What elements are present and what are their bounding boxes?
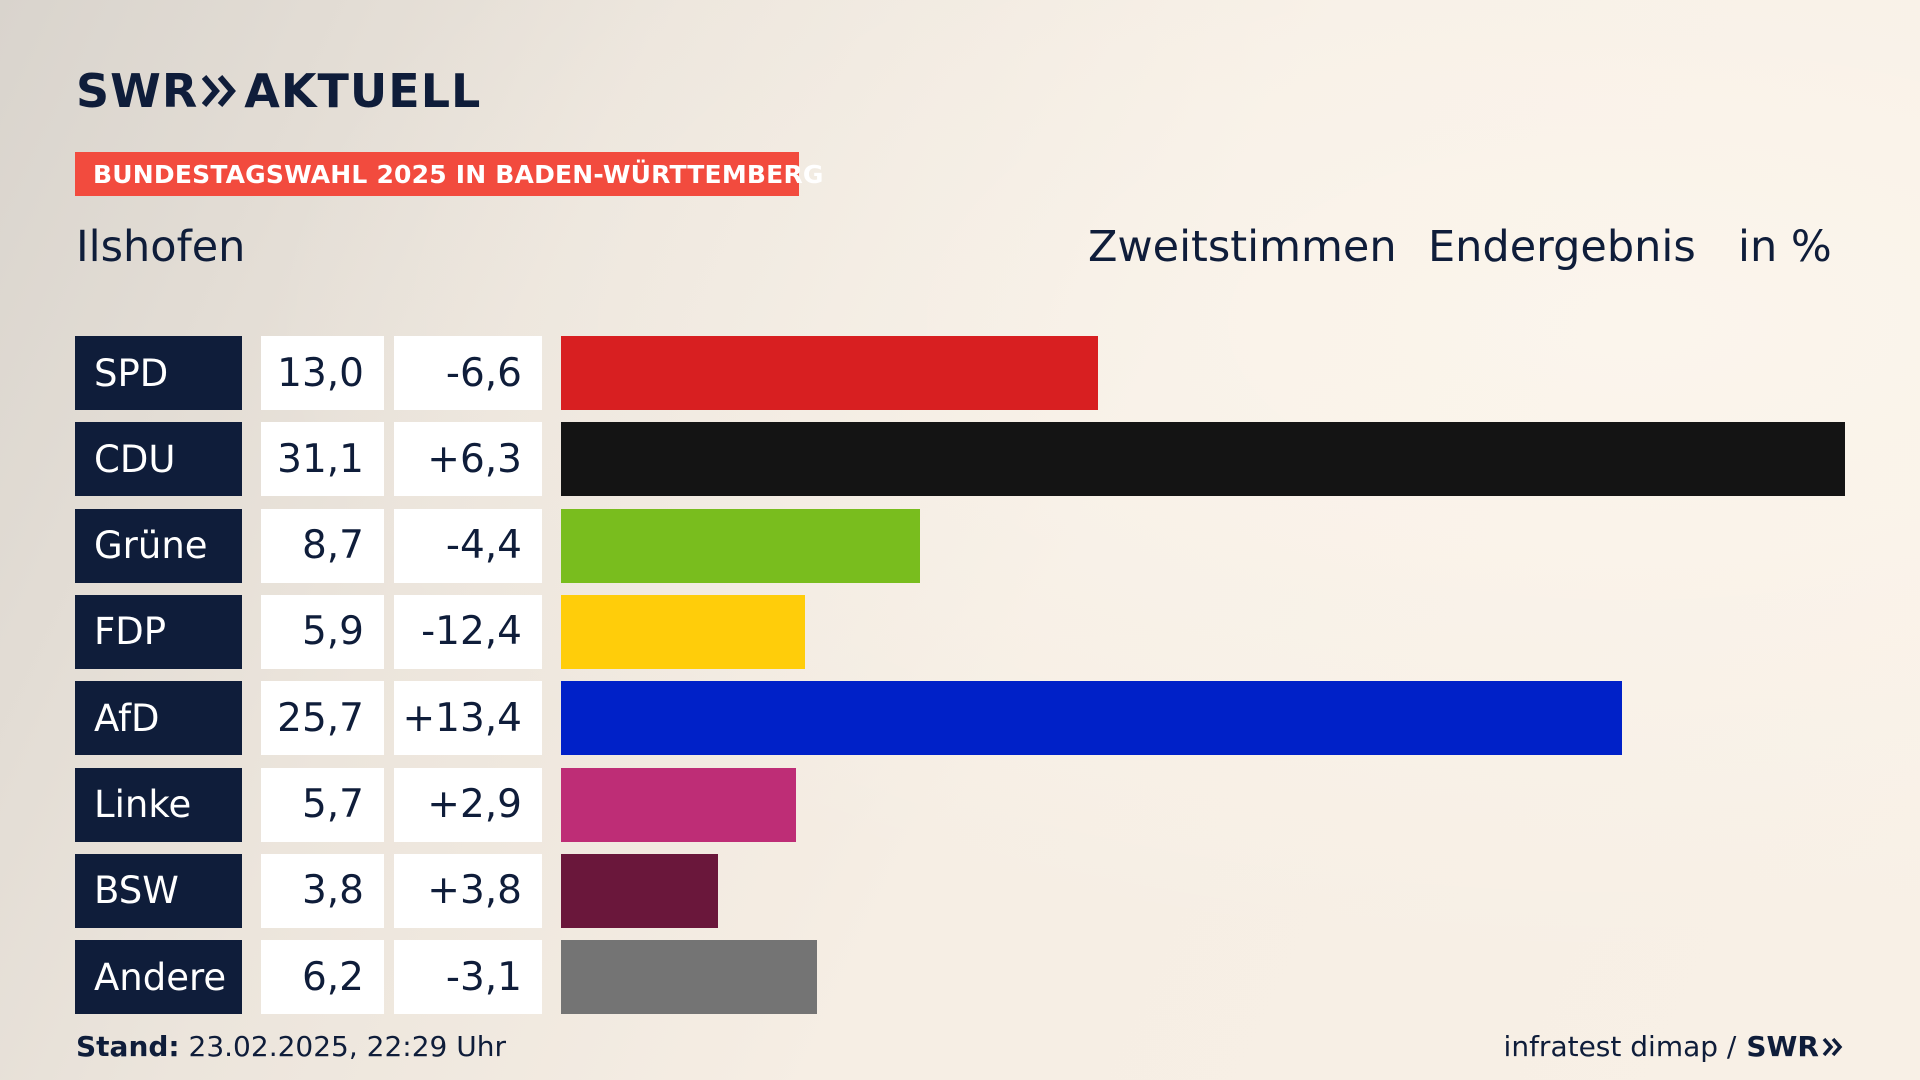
result-bar bbox=[561, 336, 1098, 410]
vote-share-value: 8,7 bbox=[261, 508, 384, 583]
column-label-unit: in % bbox=[1738, 222, 1832, 272]
result-bar bbox=[561, 940, 817, 1015]
place-title: Ilshofen bbox=[76, 222, 246, 272]
result-row: SPD 13,0 -6,6 bbox=[0, 336, 1920, 410]
result-bar bbox=[561, 853, 718, 928]
party-label: BSW bbox=[75, 853, 242, 928]
result-row: Grüne 8,7 -4,4 bbox=[0, 508, 1920, 583]
result-row: AfD 25,7 +13,4 bbox=[0, 681, 1920, 756]
timestamp-value: 23.02.2025, 22:29 Uhr bbox=[188, 1030, 506, 1063]
party-label: Andere bbox=[75, 940, 242, 1015]
vote-change-value: +6,3 bbox=[394, 422, 542, 497]
vote-share-value: 6,2 bbox=[261, 940, 384, 1015]
vote-share-value: 13,0 bbox=[261, 336, 384, 410]
vote-share-value: 5,7 bbox=[261, 767, 384, 842]
source-credit: infratest dimap / SWR bbox=[1504, 1030, 1844, 1063]
result-row: CDU 31,1 +6,3 bbox=[0, 422, 1920, 497]
result-bar bbox=[561, 594, 805, 669]
swr-mini-logo: SWR bbox=[1746, 1030, 1844, 1063]
election-badge: BUNDESTAGSWAHL 2025 IN BADEN-WÜRTTEMBERG bbox=[75, 152, 823, 196]
vote-change-value: -3,1 bbox=[394, 940, 542, 1015]
timestamp-label: Stand: bbox=[76, 1030, 180, 1063]
result-bar bbox=[561, 681, 1623, 756]
timestamp: Stand: 23.02.2025, 22:29 Uhr bbox=[76, 1030, 506, 1063]
party-label: Linke bbox=[75, 767, 242, 842]
result-row: BSW 3,8 +3,8 bbox=[0, 853, 1920, 928]
source-text: infratest dimap / bbox=[1503, 1030, 1737, 1063]
party-label: SPD bbox=[75, 336, 242, 410]
column-label-result-status: Endergebnis bbox=[1428, 222, 1696, 272]
vote-share-value: 25,7 bbox=[261, 681, 384, 756]
vote-change-value: -6,6 bbox=[394, 336, 542, 410]
result-row: Linke 5,7 +2,9 bbox=[0, 767, 1920, 842]
mini-logo-text: SWR bbox=[1746, 1030, 1819, 1063]
mini-chevron-icon bbox=[1822, 1037, 1843, 1056]
logo-aktuell-text: AKTUELL bbox=[244, 64, 482, 118]
result-bar bbox=[561, 508, 921, 583]
vote-share-value: 5,9 bbox=[261, 594, 384, 669]
logo-swr-text: SWR bbox=[76, 64, 199, 118]
column-label-vote-type: Zweitstimmen bbox=[1088, 222, 1397, 272]
vote-change-value: +2,9 bbox=[394, 767, 542, 842]
vote-share-value: 31,1 bbox=[261, 422, 384, 497]
result-row: Andere 6,2 -3,1 bbox=[0, 940, 1920, 1015]
vote-change-value: +13,4 bbox=[394, 681, 542, 756]
double-chevron-icon bbox=[202, 74, 238, 108]
vote-change-value: +3,8 bbox=[394, 853, 542, 928]
vote-change-value: -12,4 bbox=[394, 594, 542, 669]
party-label: CDU bbox=[75, 422, 242, 497]
party-label: Grüne bbox=[75, 508, 242, 583]
result-row: FDP 5,9 -12,4 bbox=[0, 594, 1920, 669]
result-bar bbox=[561, 767, 797, 842]
party-label: AfD bbox=[75, 681, 242, 756]
result-bar bbox=[561, 422, 1845, 497]
vote-share-value: 3,8 bbox=[261, 853, 384, 928]
vote-change-value: -4,4 bbox=[394, 508, 542, 583]
party-label: FDP bbox=[75, 594, 242, 669]
swr-aktuell-logo: SWR AKTUELL bbox=[76, 64, 482, 118]
